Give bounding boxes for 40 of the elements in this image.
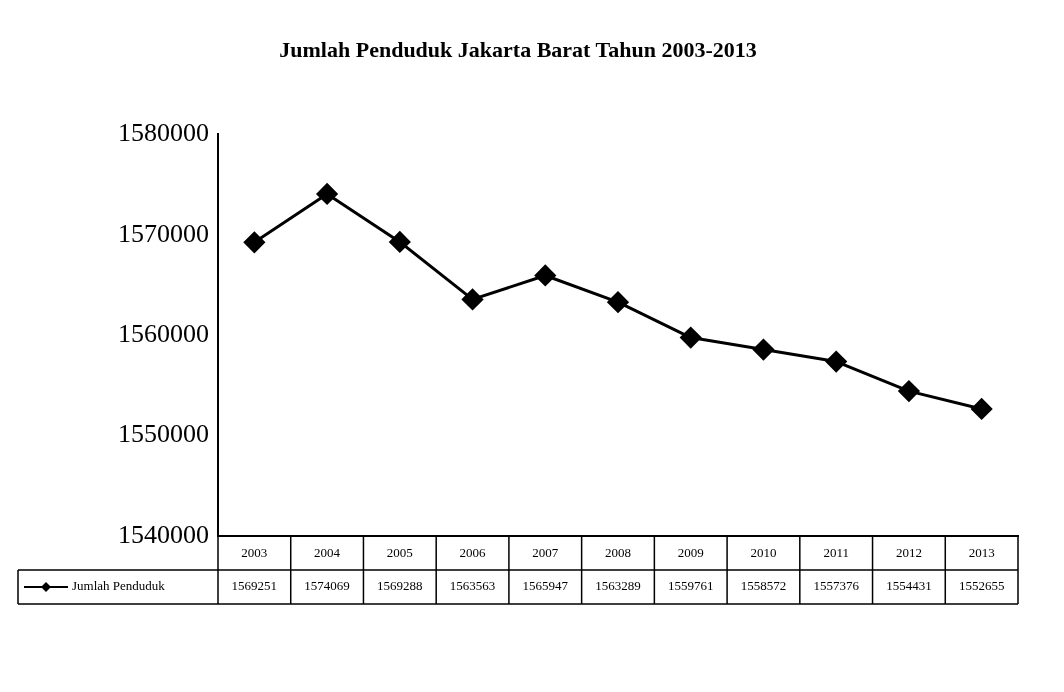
data-label: 1574069 [304,578,350,594]
y-tick-label: 1570000 [118,218,209,248]
point [680,327,702,349]
data-label: 1557376 [813,578,860,594]
y-tick-label: 1540000 [118,519,209,549]
y-tick-label: 1550000 [118,419,209,449]
legend-label: Jumlah Penduduk [72,578,166,594]
data-label: 1559761 [667,578,714,594]
chart-title: Jumlah Penduduk Jakarta Barat Tahun 2003-2013 [279,36,757,62]
y-tick-label: 1560000 [118,319,209,349]
point [607,291,629,313]
data-label: 1558572 [740,578,787,594]
x-tick-label: 2008 [605,545,631,561]
x-tick-label: 2011 [823,545,849,561]
point [389,231,411,253]
data-label: 1554431 [886,578,932,594]
x-tick-label: 2006 [459,545,487,561]
point [243,231,265,253]
point [752,339,774,361]
data-label: 1552655 [958,578,1005,594]
data-label: 1563289 [595,578,641,594]
x-tick-label: 2005 [386,545,413,561]
point [316,183,338,205]
x-tick-label: 2003 [241,545,268,561]
point [534,264,556,286]
data-label: 1563563 [449,578,496,594]
point [971,398,993,420]
y-tick-label: 1580000 [118,118,209,148]
x-tick-label: 2009 [677,545,704,561]
data-label: 1569288 [377,578,423,594]
x-tick-label: 2013 [968,545,995,561]
x-tick-label: 2004 [314,545,341,561]
x-tick-label: 2012 [895,545,922,561]
data-label: 1569251 [231,578,278,594]
x-tick-label: 2007 [532,545,559,561]
point [462,288,484,310]
point [898,380,920,402]
x-tick-label: 2010 [750,545,777,561]
point [825,351,847,373]
data-label: 1565947 [522,578,569,594]
